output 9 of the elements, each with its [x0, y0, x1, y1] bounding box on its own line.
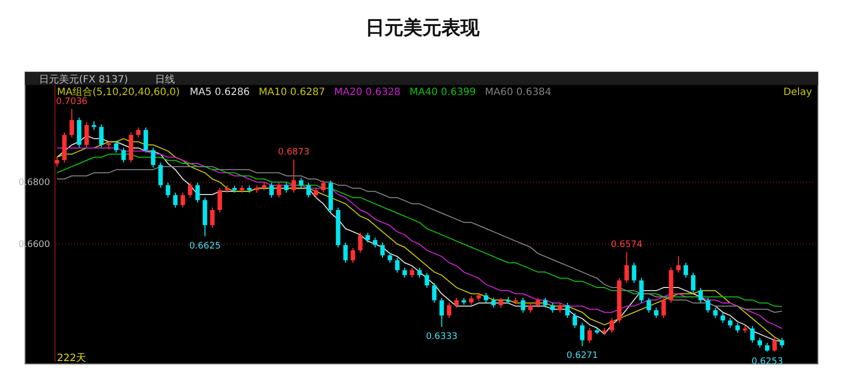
subtitle: 日元美元(FX 8137)	[39, 74, 128, 86]
annotation: 0.6333	[426, 332, 458, 342]
annotation: 0.6574	[610, 240, 642, 250]
annotation: 0.7036	[56, 96, 88, 107]
legend-title: MA组合(5,10,20,40,60,0)	[57, 87, 180, 98]
annotation: 0.6271	[566, 351, 598, 362]
annotation: 0.6625	[189, 241, 221, 252]
title: 日元美元表现	[366, 17, 480, 39]
annotation: 0.6873	[278, 147, 310, 158]
